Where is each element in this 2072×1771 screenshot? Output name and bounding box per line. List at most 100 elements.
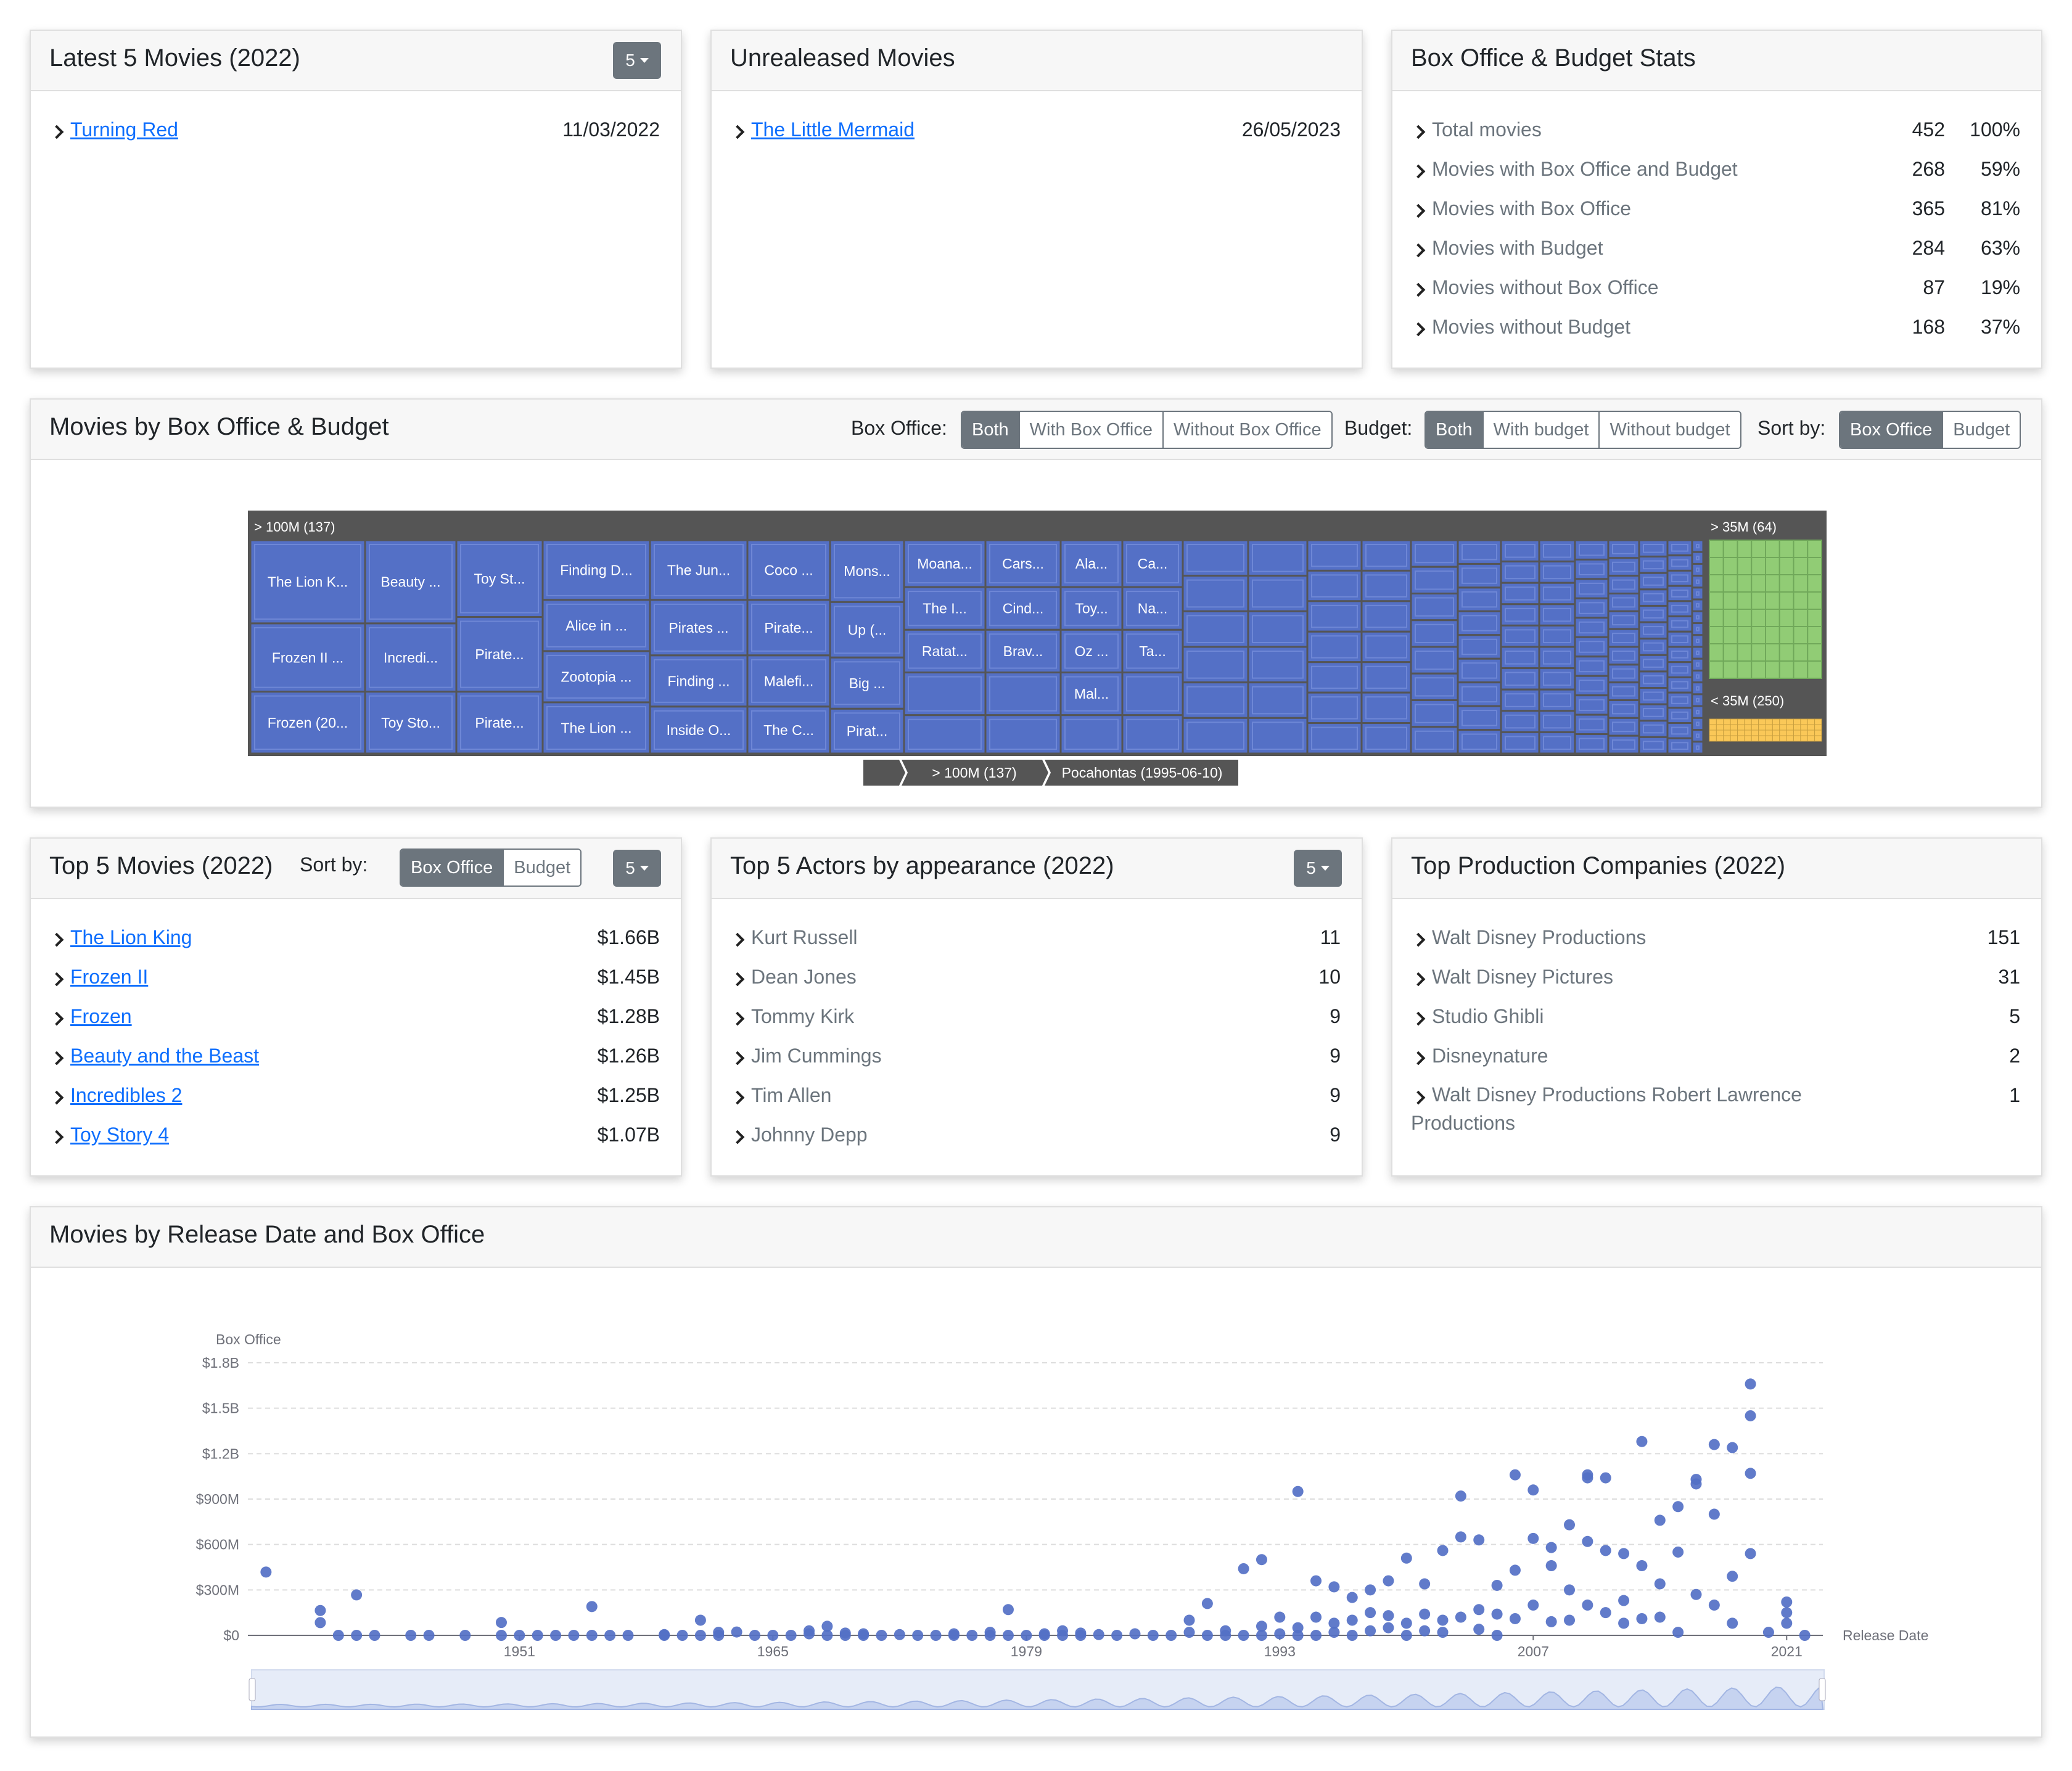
treemap-tile-mid[interactable]: [1722, 626, 1738, 644]
treemap-tile[interactable]: [1457, 586, 1502, 612]
treemap-tile[interactable]: [364, 539, 458, 625]
treemap-tile[interactable]: [1691, 717, 1704, 731]
scatter-point[interactable]: [1781, 1596, 1793, 1608]
treemap-tile-small[interactable]: [1737, 729, 1745, 736]
treemap-tile-mid[interactable]: [1807, 591, 1822, 610]
treemap-tile-small[interactable]: [1723, 735, 1731, 742]
scatter-point[interactable]: [514, 1630, 525, 1641]
scatter-point[interactable]: [1183, 1627, 1195, 1638]
movie-link[interactable]: Beauty and the Beast: [70, 1045, 259, 1067]
treemap-tile-mid[interactable]: [1765, 591, 1780, 610]
scatter-point[interactable]: [1021, 1630, 1032, 1641]
scatter-point[interactable]: [1545, 1542, 1557, 1553]
treemap-tile-mid[interactable]: [1765, 643, 1780, 662]
treemap-tile[interactable]: [1500, 710, 1540, 733]
scatter-point[interactable]: [1600, 1607, 1611, 1619]
scatter-point[interactable]: [1473, 1624, 1485, 1635]
treemap-tile[interactable]: [1691, 634, 1704, 648]
scatter-point[interactable]: [550, 1630, 562, 1641]
scatter-point[interactable]: [1419, 1608, 1431, 1620]
treemap-tile-small[interactable]: [1709, 718, 1717, 725]
scatter-point[interactable]: [1708, 1508, 1720, 1520]
treemap-tile-mid[interactable]: [1709, 660, 1724, 679]
treemap-tile[interactable]: [1457, 657, 1502, 684]
scatter-point[interactable]: [1201, 1598, 1213, 1609]
sort-box-office-button[interactable]: Box Office: [401, 850, 503, 886]
scatter-point[interactable]: [1527, 1484, 1539, 1496]
treemap-tile[interactable]: [1121, 714, 1184, 755]
scatter-point[interactable]: [876, 1630, 887, 1641]
treemap-tile-small[interactable]: [1793, 718, 1801, 725]
scatter-point[interactable]: [1745, 1378, 1756, 1390]
list-item[interactable]: Tommy Kirk 9: [730, 1005, 1341, 1037]
treemap-tile-small[interactable]: [1779, 729, 1787, 736]
treemap-tile-mid[interactable]: [1793, 609, 1809, 627]
treemap-tile[interactable]: [364, 622, 458, 693]
scatter-point[interactable]: [1762, 1627, 1774, 1638]
treemap-tile[interactable]: [1691, 729, 1704, 743]
list-item[interactable]: Kurt Russell 11: [730, 926, 1341, 958]
treemap-tile-mid[interactable]: [1807, 557, 1822, 575]
treemap-tile-small[interactable]: [1737, 735, 1745, 742]
treemap-tile[interactable]: [1691, 610, 1704, 625]
treemap-tile[interactable]: [249, 622, 366, 693]
treemap-tile[interactable]: [1457, 681, 1502, 707]
treemap-tile-small[interactable]: [1779, 735, 1787, 742]
treemap-tile[interactable]: [1538, 561, 1576, 584]
movie-link[interactable]: Toy Story 4: [70, 1124, 170, 1146]
scatter-point[interactable]: [1183, 1614, 1195, 1626]
treemap-tile-mid[interactable]: [1737, 574, 1753, 593]
treemap-tile-small[interactable]: [1807, 718, 1815, 725]
scatter-point[interactable]: [1636, 1436, 1648, 1447]
treemap-tile-small[interactable]: [1765, 718, 1773, 725]
treemap-tile-small[interactable]: [1800, 735, 1808, 742]
scatter-point[interactable]: [1509, 1613, 1521, 1624]
treemap-tile-mid[interactable]: [1793, 557, 1809, 575]
scatter-point[interactable]: [1636, 1613, 1648, 1624]
treemap-tile[interactable]: [903, 539, 987, 588]
movie-link[interactable]: The Little Mermaid: [751, 118, 915, 141]
treemap-tile[interactable]: [1500, 561, 1540, 584]
treemap-tile-mid[interactable]: [1737, 557, 1753, 575]
treemap-tile[interactable]: [1247, 575, 1309, 612]
scatter-point[interactable]: [1256, 1554, 1267, 1566]
scatter-point[interactable]: [532, 1630, 543, 1641]
scatter-point[interactable]: [1745, 1548, 1756, 1559]
list-item[interactable]: Studio Ghibli 5: [1411, 1005, 2020, 1037]
treemap-tile[interactable]: [455, 539, 544, 618]
treemap-tile[interactable]: [1691, 562, 1704, 577]
treemap-tile[interactable]: [1574, 713, 1610, 736]
treemap-tile[interactable]: [829, 601, 905, 659]
scatter-point[interactable]: [1654, 1514, 1666, 1526]
scatter-point[interactable]: [1473, 1604, 1485, 1616]
scatter-point[interactable]: [1473, 1534, 1485, 1546]
treemap-tile[interactable]: [1059, 714, 1124, 755]
scatter-point[interactable]: [767, 1630, 779, 1641]
treemap-tile[interactable]: [1121, 539, 1184, 588]
treemap-tile-small[interactable]: [1723, 724, 1731, 731]
scatter-point[interactable]: [1727, 1617, 1738, 1629]
scatter-point[interactable]: [930, 1630, 942, 1641]
treemap-tile-mid[interactable]: [1807, 540, 1822, 558]
scatter-point[interactable]: [1654, 1578, 1666, 1590]
treemap-tile[interactable]: [984, 714, 1062, 755]
movie-link[interactable]: Frozen: [70, 1005, 132, 1027]
treemap-tile[interactable]: [1306, 600, 1363, 633]
treemap-tile-small[interactable]: [1716, 735, 1724, 742]
scatter-point[interactable]: [694, 1630, 706, 1641]
treemap-tile-small[interactable]: [1814, 729, 1822, 736]
scatter-point[interactable]: [966, 1630, 978, 1641]
treemap-tile-small[interactable]: [1744, 724, 1752, 731]
treemap-tile-small[interactable]: [1765, 729, 1773, 736]
treemap-tile-mid[interactable]: [1778, 557, 1794, 575]
treemap-tile-mid[interactable]: [1751, 574, 1766, 593]
treemap-tile-mid[interactable]: [1778, 591, 1794, 610]
treemap-tile-mid[interactable]: [1793, 591, 1809, 610]
treemap-tile-mid[interactable]: [1807, 574, 1822, 593]
stat-row[interactable]: Movies with Box Office 365 81%: [1411, 197, 2020, 229]
scatter-point[interactable]: [749, 1630, 760, 1641]
treemap-tile[interactable]: [1691, 646, 1704, 660]
treemap-tile[interactable]: [1182, 610, 1249, 648]
treemap-tile[interactable]: [1538, 646, 1576, 670]
treemap-tile-small[interactable]: [1786, 718, 1794, 725]
